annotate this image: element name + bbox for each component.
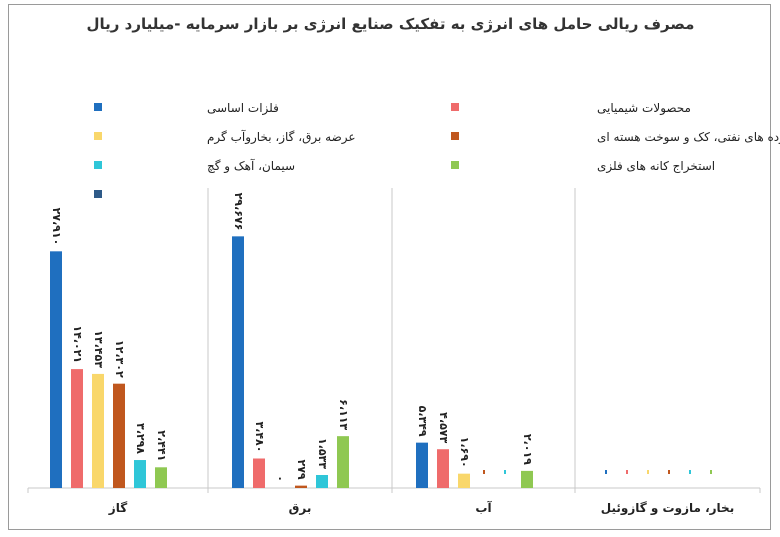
data-label-1-5: ۶،۱۱۳: [337, 399, 350, 430]
bar-empty-3-0: [605, 470, 607, 474]
bar-2-0: [416, 442, 428, 488]
legend-swatch-2: [94, 132, 102, 140]
data-label-0-3: ۱۲،۳۰۲: [113, 340, 126, 378]
category-label-2: آب: [475, 500, 492, 515]
bar-1-3: [295, 485, 307, 488]
bar-2-5: [521, 470, 533, 488]
chart-frame: مصرف ریالی حامل های انرژی به تفکیک صنایع…: [8, 4, 771, 530]
bar-0-1: [71, 369, 83, 488]
legend-swatch-3: [451, 132, 459, 140]
category-label-3: بخار، مازوت و گازوئیل: [601, 501, 734, 516]
legend-swatch-6: [94, 190, 102, 198]
legend-swatch-0: [94, 103, 102, 111]
data-label-1-4: ۱،۵۳۳: [316, 438, 329, 469]
bar-0-4: [134, 460, 146, 488]
bar-empty-2-3: [483, 470, 485, 474]
chart-title: مصرف ریالی حامل های انرژی به تفکیک صنایع…: [86, 15, 695, 33]
data-label-2-2: ۱،۶۹۰: [458, 437, 471, 468]
legend-label-0: فلزات اساسی: [207, 101, 279, 116]
legend-swatch-5: [451, 161, 459, 169]
bar-empty-3-2: [647, 470, 649, 474]
data-label-1-1: ۳،۴۸۰: [253, 421, 266, 452]
bar-empty-3-3: [668, 470, 670, 474]
bar-2-2: [458, 473, 470, 488]
bar-0-5: [155, 467, 167, 488]
data-label-0-4: ۳،۲۹۸: [134, 423, 147, 454]
data-label-2-5: ۲،۰۱۹: [521, 434, 534, 465]
bar-empty-2-4: [504, 470, 506, 474]
data-label-0-0: ۲۷،۹۱۰: [50, 208, 63, 246]
data-label-1-3: ۲۷۹: [295, 459, 308, 479]
data-label-0-2: ۱۳،۴۵۳: [92, 330, 105, 368]
legend-label-4: سیمان، آهک و گچ: [207, 158, 295, 174]
bar-0-3: [113, 383, 125, 488]
data-label-2-1: ۴،۵۷۳: [437, 412, 450, 443]
bar-0-0: [50, 251, 62, 488]
legend-label-3: فراورده های نفتی، کک و سوخت هسته ای: [597, 130, 780, 145]
data-label-0-1: ۱۴،۰۲۱: [71, 325, 84, 363]
bar-0-2: [92, 373, 104, 488]
data-label-2-0: ۵،۳۴۹: [416, 406, 429, 437]
bar-1-5: [337, 436, 349, 488]
data-label-1-2: ۰: [274, 475, 287, 482]
legend-swatch-4: [94, 161, 102, 169]
category-label-1: برق: [289, 501, 312, 515]
legend-swatch-1: [451, 103, 459, 111]
bar-2-1: [437, 449, 449, 488]
bar-1-4: [316, 475, 328, 488]
legend-label-2: عرضه برق، گاز، بخاروآب گرم: [207, 129, 356, 145]
bar-empty-3-4: [689, 470, 691, 474]
bar-1-1: [253, 458, 265, 488]
legend-label-5: استخراج کانه های فلزی: [597, 159, 715, 174]
bar-empty-3-1: [626, 470, 628, 474]
data-label-0-5: ۲،۴۴۱: [155, 430, 168, 461]
legend-label-1: محصولات شیمیایی: [597, 101, 691, 116]
bar-empty-3-5: [710, 470, 712, 474]
bar-1-0: [232, 236, 244, 488]
category-label-0: گاز: [108, 501, 127, 515]
data-label-1-0: ۲۹،۶۷۶: [232, 193, 245, 231]
